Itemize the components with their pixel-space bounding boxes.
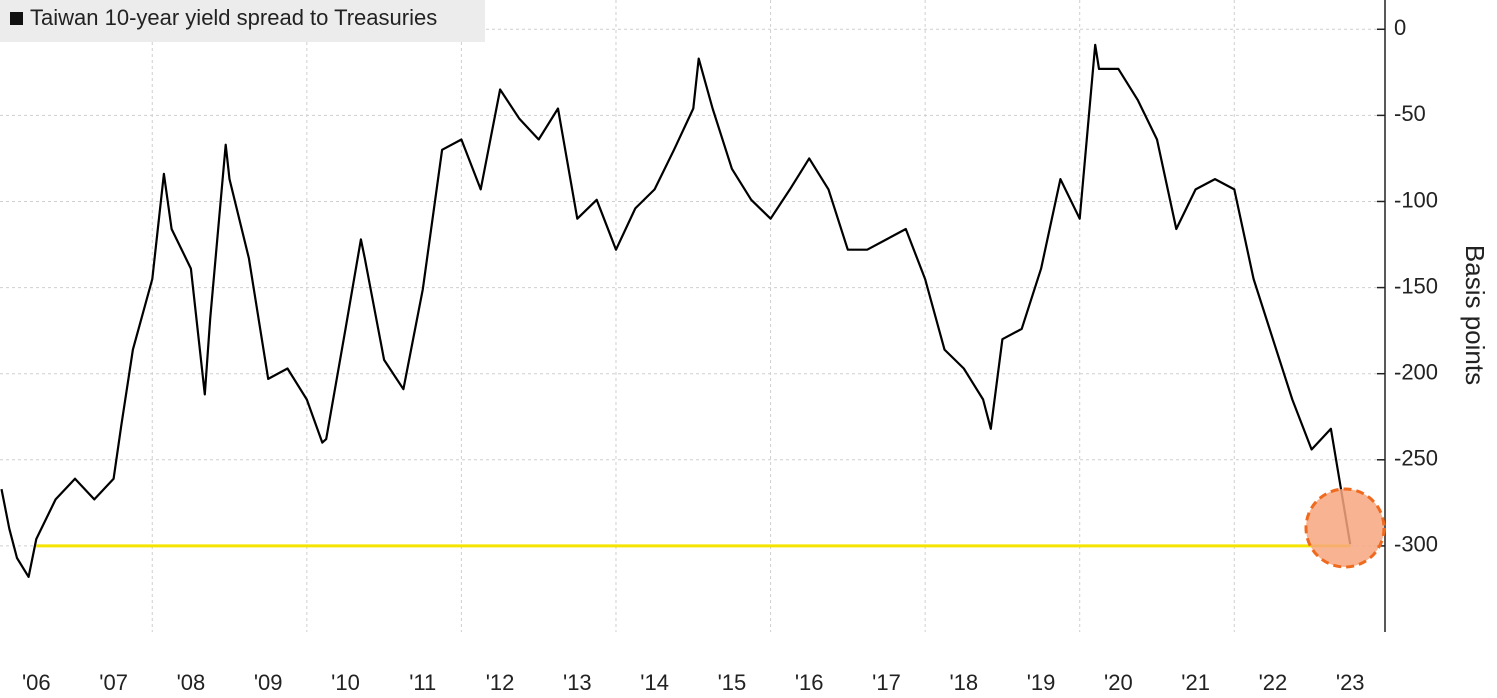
- x-tick-label: '19: [1027, 670, 1056, 695]
- y-tick-label: -150: [1394, 273, 1438, 298]
- x-tick-label: '21: [1181, 670, 1210, 695]
- y-tick-label: -100: [1394, 187, 1438, 212]
- x-tick-label: '09: [254, 670, 283, 695]
- legend-swatch: [10, 12, 23, 25]
- x-tick-label: '23: [1336, 670, 1365, 695]
- y-tick-label: 0: [1394, 15, 1406, 40]
- y-tick-label: -300: [1394, 532, 1438, 557]
- x-tick-label: '18: [949, 670, 978, 695]
- x-tick-label: '12: [486, 670, 515, 695]
- x-tick-label: '13: [563, 670, 592, 695]
- data-line: [0, 43, 1352, 578]
- x-tick-label: '22: [1259, 670, 1288, 695]
- x-tick-label: '10: [331, 670, 360, 695]
- y-tick-label: -50: [1394, 101, 1426, 126]
- highlight-circle: [1304, 487, 1386, 569]
- x-tick-label: '06: [22, 670, 51, 695]
- x-tick-label: '14: [640, 670, 669, 695]
- x-tick-label: '17: [872, 670, 901, 695]
- y-tick-label: -200: [1394, 360, 1438, 385]
- x-tick-label: '16: [795, 670, 824, 695]
- x-tick-label: '15: [718, 670, 747, 695]
- x-tick-label: '08: [177, 670, 206, 695]
- y-tick-label: -250: [1394, 446, 1438, 471]
- y-axis-label: Basis points: [1460, 245, 1490, 385]
- x-tick-label: '07: [99, 670, 128, 695]
- legend-box: [0, 0, 485, 42]
- x-tick-label: '20: [1104, 670, 1133, 695]
- x-tick-label: '11: [409, 670, 436, 695]
- legend-label: Taiwan 10-year yield spread to Treasurie…: [30, 5, 437, 30]
